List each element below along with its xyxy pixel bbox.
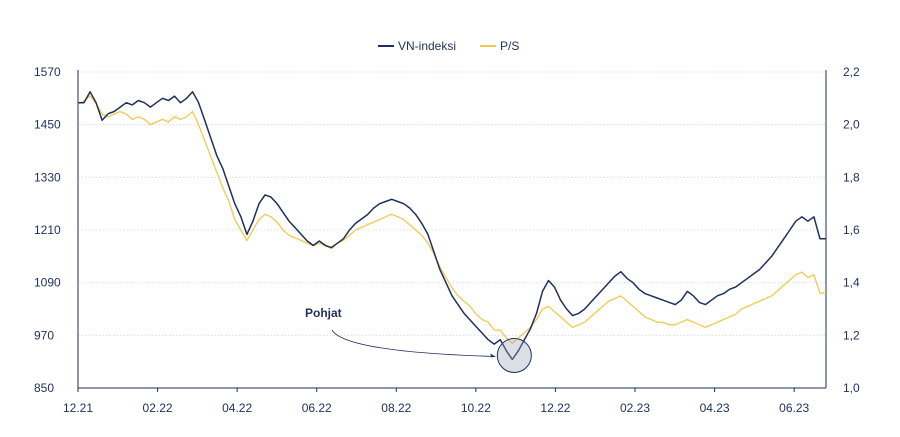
annotation-label: Pohjat [305, 306, 342, 320]
legend-label: VN-indeksi [398, 39, 456, 53]
x-tick-label: 02.23 [620, 401, 650, 415]
annotation-circle [496, 337, 532, 373]
right-axis-ticks: 2,2 2,0 1,8 1,6 1,4 1,2 1,0 [843, 65, 860, 395]
series-line-vn-index [78, 91, 826, 361]
x-axis-ticks: 12.21 02.22 04.22 06.22 08.22 10.22 12.22 02.23… [63, 388, 810, 415]
x-tick-label: 06.23 [779, 401, 809, 415]
x-tick-label: 06.22 [302, 401, 332, 415]
annotation-arrowhead [490, 353, 496, 358]
x-tick-label: 04.22 [222, 401, 252, 415]
right-tick-label: 1,2 [843, 328, 860, 342]
right-tick-label: 1,4 [843, 276, 860, 290]
right-tick-label: 2,2 [843, 65, 860, 79]
left-tick-label: 850 [34, 381, 54, 395]
right-tick-label: 2,0 [843, 118, 860, 132]
x-tick-label: 02.22 [143, 401, 173, 415]
x-tick-label: 08.22 [381, 401, 411, 415]
annotation: Pohjat [305, 306, 532, 373]
left-tick-label: 1090 [34, 276, 61, 290]
x-tick-label: 12.22 [540, 401, 570, 415]
annotation-arrow [331, 329, 496, 357]
left-tick-label: 1570 [34, 65, 61, 79]
right-tick-label: 1,0 [843, 381, 860, 395]
left-tick-label: 1330 [34, 170, 61, 184]
series [77, 91, 826, 361]
gridlines [78, 71, 826, 389]
left-axis-ticks: 1570 1450 1330 1210 1090 970 850 [34, 65, 61, 395]
x-tick-label: 04.23 [700, 401, 730, 415]
right-tick-label: 1,6 [843, 223, 860, 237]
left-tick-label: 1210 [34, 223, 61, 237]
x-tick-label: 10.22 [461, 401, 491, 415]
series-line-ps [77, 95, 826, 344]
left-tick-label: 970 [34, 328, 54, 342]
left-tick-label: 1450 [34, 118, 61, 132]
legend: VN-indeksi P/S [378, 39, 519, 53]
x-tick-label: 12.21 [63, 401, 93, 415]
axes [77, 70, 827, 389]
right-tick-label: 1,8 [843, 170, 860, 184]
legend-label: P/S [500, 39, 519, 53]
